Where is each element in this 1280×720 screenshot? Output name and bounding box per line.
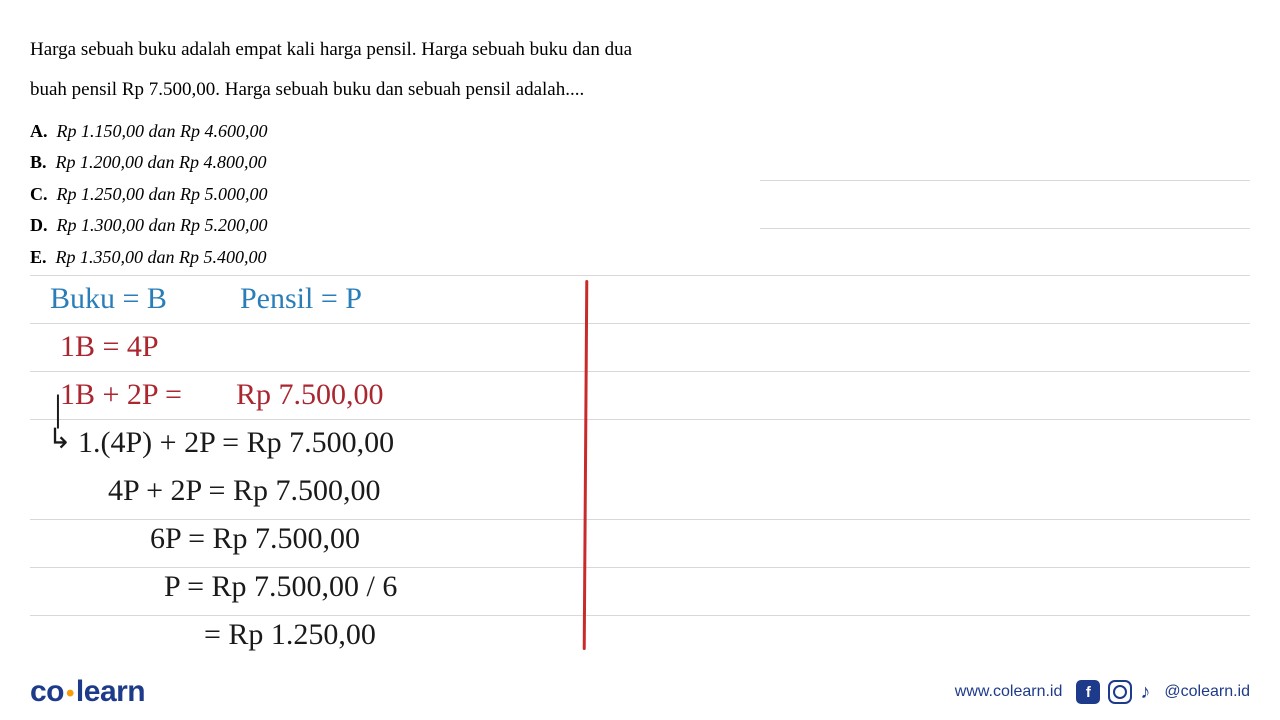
rule-line [760, 180, 1250, 181]
rule-line [760, 228, 1250, 229]
choice-a: A. Rp 1.150,00 dan Rp 4.600,00 [30, 116, 1250, 148]
rule-line [30, 519, 1250, 520]
hw-eq1: 1B = 4P [60, 330, 159, 364]
choice-e: E. Rp 1.350,00 dan Rp 5.400,00 [30, 242, 1250, 274]
choice-d: D. Rp 1.300,00 dan Rp 5.200,00 [30, 210, 1250, 242]
logo-learn: learn [76, 675, 145, 708]
question-block: Harga sebuah buku adalah empat kali harg… [0, 0, 1280, 283]
hw-result: = Rp 1.250,00 [204, 618, 376, 652]
instagram-icon [1108, 680, 1132, 704]
choice-c: C. Rp 1.250,00 dan Rp 5.000,00 [30, 179, 1250, 211]
rule-line [30, 615, 1250, 616]
hw-sub4: P = Rp 7.500,00 / 6 [164, 570, 397, 604]
website-url: www.colearn.id [955, 683, 1063, 701]
hw-sub2: 4P + 2P = Rp 7.500,00 [108, 474, 381, 508]
logo: co•learn [30, 675, 145, 709]
rule-line [30, 567, 1250, 568]
logo-dot-icon: • [64, 680, 76, 707]
hw-buku-label: Buku = B [50, 282, 167, 316]
question-line1: Harga sebuah buku adalah empat kali harg… [30, 35, 1250, 65]
social-icons: f ♪ [1076, 680, 1150, 704]
facebook-icon: f [1076, 680, 1100, 704]
arrow-icon: │↳ [48, 398, 71, 454]
hw-eq2-rhs: Rp 7.500,00 [236, 378, 384, 412]
hw-sub3: 6P = Rp 7.500,00 [150, 522, 360, 556]
hw-sub1: 1.(4P) + 2P = Rp 7.500,00 [78, 426, 394, 460]
rule-line [30, 371, 1250, 372]
hw-eq2-lhs: 1B + 2P = [60, 378, 182, 412]
tiktok-icon: ♪ [1140, 681, 1150, 704]
choices-list: A. Rp 1.150,00 dan Rp 4.600,00 B. Rp 1.2… [30, 116, 1250, 274]
rule-line [30, 275, 1250, 276]
hw-pensil-label: Pensil = P [240, 282, 362, 316]
rule-line [30, 323, 1250, 324]
logo-co: co [30, 675, 64, 708]
question-line2: buah pensil Rp 7.500,00. Harga sebuah bu… [30, 75, 1250, 105]
footer: co•learn www.colearn.id f ♪ @colearn.id [0, 664, 1280, 720]
rule-line [30, 419, 1250, 420]
social-handle: @colearn.id [1164, 683, 1250, 701]
footer-right: www.colearn.id f ♪ @colearn.id [955, 680, 1250, 704]
red-divider [583, 280, 589, 650]
choice-b: B. Rp 1.200,00 dan Rp 4.800,00 [30, 147, 1250, 179]
